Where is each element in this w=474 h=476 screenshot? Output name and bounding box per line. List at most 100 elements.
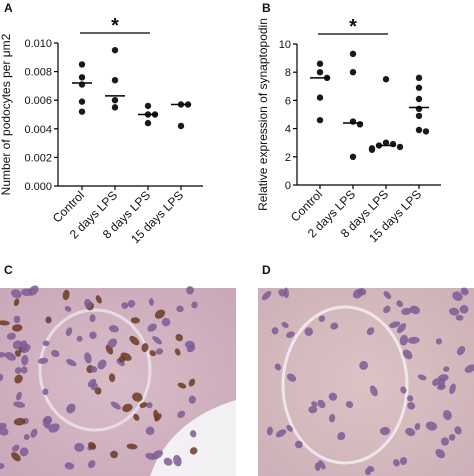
nucleus	[12, 324, 23, 332]
nucleus	[459, 305, 469, 314]
nucleus	[146, 402, 153, 409]
nucleus	[21, 288, 33, 297]
nucleus	[432, 378, 440, 387]
nucleus	[456, 345, 466, 356]
nucleus	[19, 447, 29, 457]
nucleus	[64, 462, 75, 470]
panel-label: A	[4, 1, 13, 15]
nucleus	[122, 403, 133, 413]
data-point	[144, 102, 152, 110]
data-point	[111, 97, 119, 104]
nucleus	[129, 335, 140, 346]
data-point	[382, 139, 390, 146]
nucleus	[90, 382, 98, 391]
nucleus	[16, 391, 22, 401]
nucleus	[367, 465, 375, 472]
y-axis-label: Relative expression of synaptopodin	[256, 18, 270, 211]
nucleus	[401, 307, 412, 315]
nucleus	[330, 322, 339, 330]
y-axis-label: Number of podocytes per μm2	[0, 33, 13, 195]
nucleus	[133, 413, 140, 421]
y-tick-label: 0.000	[24, 181, 52, 193]
nucleus	[161, 317, 171, 327]
nucleus	[399, 334, 409, 346]
nucleus	[13, 401, 26, 408]
nucleus	[121, 302, 129, 309]
data-point	[111, 104, 119, 111]
nucleus	[50, 349, 60, 358]
nucleus	[64, 305, 72, 312]
nucleus	[88, 441, 97, 450]
nucleus	[405, 427, 416, 437]
nucleus	[149, 350, 156, 357]
nucleus	[190, 430, 197, 438]
data-point	[349, 153, 357, 160]
data-point	[111, 76, 119, 84]
nucleus	[94, 387, 102, 395]
nucleus	[145, 452, 157, 461]
nucleus	[417, 374, 427, 381]
y-tick-label: 6	[285, 95, 291, 107]
nucleus	[345, 401, 354, 409]
nucleus	[176, 305, 184, 313]
nucleus	[435, 338, 443, 345]
nucleus	[455, 314, 464, 321]
nucleus	[126, 443, 138, 450]
nucleus	[286, 331, 295, 338]
nucleus	[23, 433, 30, 440]
nucleus	[0, 320, 10, 326]
nucleus	[14, 374, 23, 384]
nucleus	[6, 332, 16, 340]
nucleus	[65, 327, 73, 336]
nucleus	[154, 309, 166, 319]
nucleus	[153, 409, 159, 420]
nucleus	[89, 314, 96, 323]
data-point	[316, 60, 324, 67]
y-tick-label: 4	[285, 124, 291, 136]
nucleus	[278, 289, 286, 297]
nucleus	[311, 401, 318, 407]
panel-label: C	[4, 263, 13, 277]
nucleus	[120, 352, 132, 361]
nucleus	[460, 287, 469, 296]
y-tick-label: 10	[279, 39, 291, 51]
nucleus	[107, 338, 118, 348]
data-point	[396, 143, 404, 151]
nucleus	[21, 355, 29, 366]
nucleus	[318, 460, 326, 470]
nucleus	[148, 298, 154, 306]
nucleus	[328, 392, 338, 401]
y-tick-label: 2	[285, 152, 291, 164]
nucleus	[393, 459, 400, 467]
nucleus	[286, 424, 293, 432]
nucleus	[448, 433, 456, 441]
nucleus	[110, 450, 118, 459]
data-point	[415, 95, 423, 103]
y-tick-label: 0.002	[24, 152, 52, 164]
nucleus	[37, 357, 49, 364]
nucleus	[66, 403, 76, 414]
nucleus	[95, 295, 102, 304]
nucleus	[454, 426, 462, 435]
nucleus	[20, 366, 28, 374]
nucleus	[407, 336, 420, 344]
nucleus	[89, 331, 97, 340]
nucleus	[147, 323, 157, 332]
nucleus	[379, 426, 391, 436]
nucleus	[13, 417, 26, 426]
nucleus	[84, 299, 92, 309]
nucleus	[308, 405, 318, 414]
y-tick-label: 0.008	[24, 67, 52, 79]
nucleus	[108, 373, 116, 383]
nucleus	[184, 340, 195, 349]
nucleus	[261, 290, 272, 301]
nucleus	[464, 364, 474, 373]
nucleus	[173, 454, 182, 467]
nucleus	[274, 363, 282, 371]
data-point	[382, 76, 390, 83]
nucleus	[11, 289, 22, 299]
nucleus	[337, 431, 346, 441]
nucleus	[449, 383, 456, 395]
nucleus	[188, 395, 196, 404]
